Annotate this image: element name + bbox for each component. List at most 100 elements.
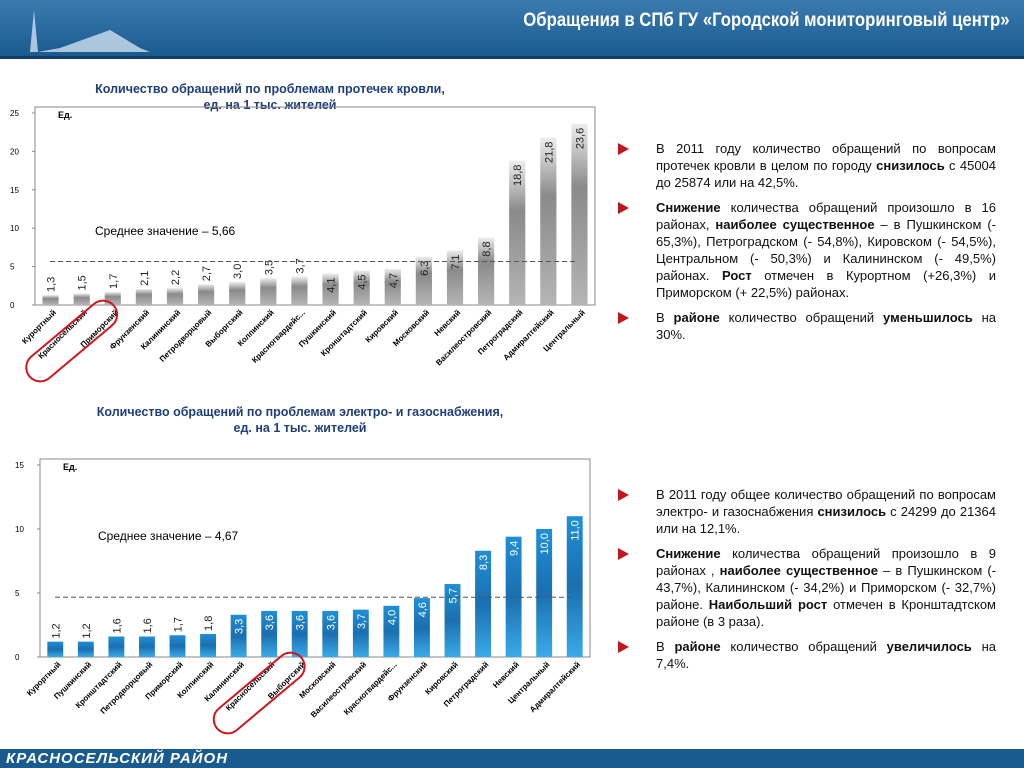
plot-frame <box>39 458 591 658</box>
chart-title: ед. на 1 тыс. жителей <box>234 421 367 435</box>
bullet-text: наиболее существенное <box>715 217 875 232</box>
bar <box>169 635 186 657</box>
bullet-text: Рост <box>721 268 752 283</box>
bar <box>47 641 64 657</box>
bar <box>353 270 370 305</box>
value-label: 21,8 <box>543 142 555 163</box>
bar <box>230 614 247 657</box>
value-label: 3,6 <box>325 615 337 630</box>
value-label: 18,8 <box>512 165 524 186</box>
bullet-text: количество обращений <box>719 310 884 325</box>
value-label: 2,7 <box>201 266 213 281</box>
bullet-text: районе <box>674 639 721 654</box>
value-label: 4,5 <box>357 274 369 289</box>
bullet: Снижение количества обращений произошло … <box>618 545 996 630</box>
value-label: 1,3 <box>46 277 58 292</box>
bar <box>322 273 339 305</box>
value-label: 2,2 <box>170 270 182 285</box>
bullet-text: В <box>656 639 675 654</box>
x-tick-label: Петродворцовый <box>158 308 214 364</box>
value-label: 1,6 <box>142 618 154 633</box>
value-label: 7,1 <box>450 254 462 269</box>
logo <box>5 10 150 52</box>
value-label: 1,8 <box>203 616 215 631</box>
value-label: 3,3 <box>234 619 246 634</box>
bullet-text: В 2011 году количество обращений по вопр… <box>656 141 996 173</box>
bullet-text: количества обращений произошло в 9 район… <box>656 546 996 578</box>
bar <box>200 633 216 657</box>
bar <box>478 237 495 305</box>
mean-label: Среднее значение – 4,67 <box>98 529 239 543</box>
bullet-text: районе <box>673 310 720 325</box>
bar <box>104 291 121 305</box>
bar <box>444 584 461 657</box>
y-tick-label: 25 <box>10 109 19 118</box>
bar <box>260 278 277 305</box>
y-axis-label: Ед. <box>58 110 72 120</box>
x-tick-label: Василеостровский <box>309 660 368 719</box>
bar <box>446 250 464 305</box>
bullet: В районе количество обращений уменьшилос… <box>618 309 996 343</box>
highlight-ring <box>212 651 306 735</box>
bar <box>509 160 526 305</box>
chart-title: Количество обращений по проблемам протеч… <box>95 82 445 96</box>
value-label: 1,7 <box>173 617 185 632</box>
bullet-text: – в Пушкинском (- 65,3%), Петроградском … <box>656 217 996 283</box>
value-label: 9,4 <box>509 541 521 556</box>
bullet-text: наиболее существенное <box>719 563 878 578</box>
notes: В 2011 году количество обращений по вопр… <box>618 140 996 351</box>
bullet-text: количество обращений <box>720 639 887 654</box>
bullet-text: В <box>656 310 674 325</box>
bar <box>540 137 557 305</box>
bullet-text: на 30%. <box>656 310 996 342</box>
highlight-ring <box>25 299 119 383</box>
bullet: Снижение количества обращений произошло … <box>618 199 996 301</box>
x-tick-label: Невский <box>491 660 521 690</box>
bullet-text: с 24299 до 21364 или на 12,1%. <box>656 504 996 536</box>
bullet: В районе количество обращений увеличилос… <box>618 638 996 672</box>
bullet-text: отмечен в Кронштадтском районе (в 3 раза… <box>656 597 996 629</box>
y-tick-label: 10 <box>10 224 19 233</box>
bullet-text: отмечен в Курортном (+26,3%) и Приморско… <box>656 268 996 300</box>
y-tick-label: 5 <box>10 263 15 272</box>
bar <box>198 284 215 305</box>
value-label: 1,5 <box>77 275 89 290</box>
bar <box>166 288 184 305</box>
footer: КРАСНОСЕЛЬСКИЙ РАЙОН <box>0 749 1024 768</box>
header: Обращения в СПб ГУ «Городской мониторинг… <box>0 0 1024 59</box>
value-label: 1,7 <box>108 274 120 289</box>
bar <box>322 610 339 657</box>
value-label: 3,6 <box>264 615 276 630</box>
x-tick-label: Петродворцовый <box>99 660 155 716</box>
bar <box>261 610 278 657</box>
bullet-text: уменьшилось <box>883 310 973 325</box>
bullet-text: количества обращений произошло в 16 райо… <box>656 200 996 232</box>
bar <box>291 276 308 305</box>
value-label: 3,7 <box>356 614 368 629</box>
footer-title: КРАСНОСЕЛЬСКИЙ РАЙОН <box>6 750 229 767</box>
value-label: 3,7 <box>294 258 306 273</box>
x-tick-label: Невский <box>433 308 463 338</box>
bar <box>229 281 246 305</box>
x-tick-label: Василеостровский <box>434 308 493 367</box>
bullet-text: Наибольший рост <box>708 597 828 612</box>
value-label: 4,1 <box>326 278 338 293</box>
y-tick-label: 0 <box>10 301 15 310</box>
value-label: 4,0 <box>386 610 398 625</box>
bullet-text: увеличилось <box>886 639 972 654</box>
bar <box>383 605 400 657</box>
chart-title: Количество обращений по проблемам электр… <box>97 405 503 419</box>
bar <box>291 610 308 657</box>
chart-title: ед. на 1 тыс. жителей <box>204 98 337 112</box>
mean-label: Среднее значение – 5,66 <box>95 224 236 238</box>
bar <box>414 598 430 657</box>
value-label: 1,2 <box>50 623 62 638</box>
bullet-text: с 45004 до 25874 или на 42,5%. <box>656 158 997 190</box>
value-label: 5,7 <box>448 588 460 603</box>
plot-frame <box>34 106 596 306</box>
bar <box>108 636 125 657</box>
notes: В 2011 году общее количество обращений п… <box>618 486 996 680</box>
value-label: 11,0 <box>570 520 582 541</box>
y-tick-label: 5 <box>15 589 20 598</box>
